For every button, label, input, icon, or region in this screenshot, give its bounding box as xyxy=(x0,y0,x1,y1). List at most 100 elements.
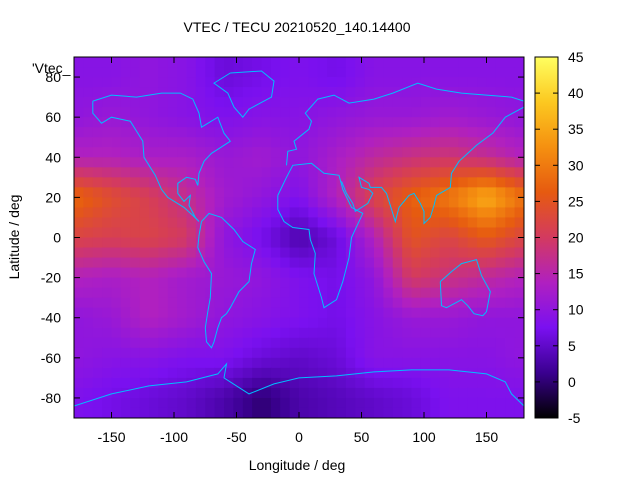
heatmap-cell xyxy=(74,407,84,418)
heatmap-cell xyxy=(439,277,450,289)
heatmap-cell xyxy=(439,197,450,209)
heatmap-cell xyxy=(355,77,366,88)
heatmap-cell xyxy=(74,77,84,88)
heatmap-cell xyxy=(186,317,197,329)
heatmap-cell xyxy=(477,277,488,289)
heatmap-cell xyxy=(214,307,225,319)
heatmap-cell xyxy=(449,107,459,118)
heatmap-cell xyxy=(149,297,159,309)
heatmap-cell xyxy=(252,347,263,359)
heatmap-cell xyxy=(420,307,431,319)
heatmap-cell xyxy=(430,67,441,78)
heatmap-cell xyxy=(186,147,197,158)
heatmap-cell xyxy=(495,317,506,329)
heatmap-cell xyxy=(374,77,384,88)
heatmap-cell xyxy=(374,167,384,178)
heatmap-cell xyxy=(289,357,300,369)
heatmap-cell xyxy=(505,287,516,299)
heatmap-cell xyxy=(92,357,103,369)
heatmap-cell xyxy=(355,97,366,108)
heatmap-cell xyxy=(345,127,356,138)
heatmap-cell xyxy=(383,227,394,239)
heatmap-cell xyxy=(233,337,244,349)
heatmap-cell xyxy=(83,367,94,379)
heatmap-cell xyxy=(411,367,422,379)
heatmap-cell xyxy=(224,397,234,409)
heatmap-cell xyxy=(355,377,366,389)
heatmap-cell xyxy=(308,297,319,309)
heatmap-cell xyxy=(299,357,309,369)
heatmap-cell xyxy=(308,287,319,299)
heatmap-cell xyxy=(261,147,272,158)
heatmap-cell xyxy=(420,117,431,128)
heatmap-cell xyxy=(177,377,188,389)
heatmap-cell xyxy=(477,327,488,339)
heatmap-cell xyxy=(317,257,328,269)
heatmap-cell xyxy=(195,337,206,349)
heatmap-cell xyxy=(392,367,403,379)
heatmap-cell xyxy=(345,337,356,349)
heatmap-cell xyxy=(224,227,234,239)
heatmap-cell xyxy=(299,227,309,239)
heatmap-cell xyxy=(111,147,122,158)
heatmap-cell xyxy=(392,137,403,148)
heatmap-cell xyxy=(317,267,328,279)
heatmap-cell xyxy=(383,157,394,168)
heatmap-cell xyxy=(280,397,291,409)
heatmap-cell xyxy=(439,247,450,259)
heatmap-cell xyxy=(402,327,413,339)
heatmap-cell xyxy=(439,257,450,269)
heatmap-cell xyxy=(486,227,497,239)
heatmap-cell xyxy=(205,307,216,319)
heatmap-cell xyxy=(495,257,506,269)
heatmap-cell xyxy=(111,357,122,369)
heatmap-cell xyxy=(83,397,94,409)
heatmap-cell xyxy=(130,317,141,329)
heatmap-cell xyxy=(477,287,488,299)
heatmap-cell xyxy=(167,357,178,369)
heatmap-cell xyxy=(130,177,141,188)
heatmap-cell xyxy=(233,147,244,158)
heatmap-cell xyxy=(149,307,159,319)
heatmap-cell xyxy=(158,137,169,148)
heatmap-cell xyxy=(345,77,356,88)
heatmap-cell xyxy=(158,377,169,389)
heatmap-cell xyxy=(374,197,384,209)
heatmap-cell xyxy=(439,57,450,68)
heatmap-cell xyxy=(374,67,384,78)
heatmap-cell xyxy=(177,287,188,299)
heatmap-cell xyxy=(392,317,403,329)
heatmap-cell xyxy=(280,327,291,339)
heatmap-cell xyxy=(458,117,469,128)
heatmap-cell xyxy=(420,357,431,369)
heatmap-cell xyxy=(92,327,103,339)
heatmap-cell xyxy=(280,377,291,389)
heatmap-cell xyxy=(336,207,347,219)
heatmap-cell xyxy=(467,217,478,229)
heatmap-cell xyxy=(102,377,113,389)
heatmap-cell xyxy=(158,87,169,98)
heatmap-cell xyxy=(383,67,394,78)
heatmap-cell xyxy=(242,127,253,138)
heatmap-cell xyxy=(374,277,384,289)
heatmap-cell xyxy=(195,237,206,249)
heatmap-cell xyxy=(111,107,122,118)
heatmap-cell xyxy=(336,367,347,379)
heatmap-cell xyxy=(205,77,216,88)
heatmap-cell xyxy=(120,327,131,339)
heatmap-cell xyxy=(364,287,375,299)
heatmap-cell xyxy=(364,407,375,418)
heatmap-cell xyxy=(430,127,441,138)
heatmap-cell xyxy=(505,267,516,279)
heatmap-cell xyxy=(270,297,281,309)
heatmap-cell xyxy=(214,257,225,269)
heatmap-cell xyxy=(486,127,497,138)
heatmap-cell xyxy=(102,267,113,279)
heatmap-cell xyxy=(111,197,122,209)
heatmap-cell xyxy=(177,227,188,239)
heatmap-cell xyxy=(477,307,488,319)
heatmap-cell xyxy=(83,387,94,399)
heatmap-cell xyxy=(477,77,488,88)
heatmap-cell xyxy=(214,397,225,409)
heatmap-cell xyxy=(167,157,178,168)
